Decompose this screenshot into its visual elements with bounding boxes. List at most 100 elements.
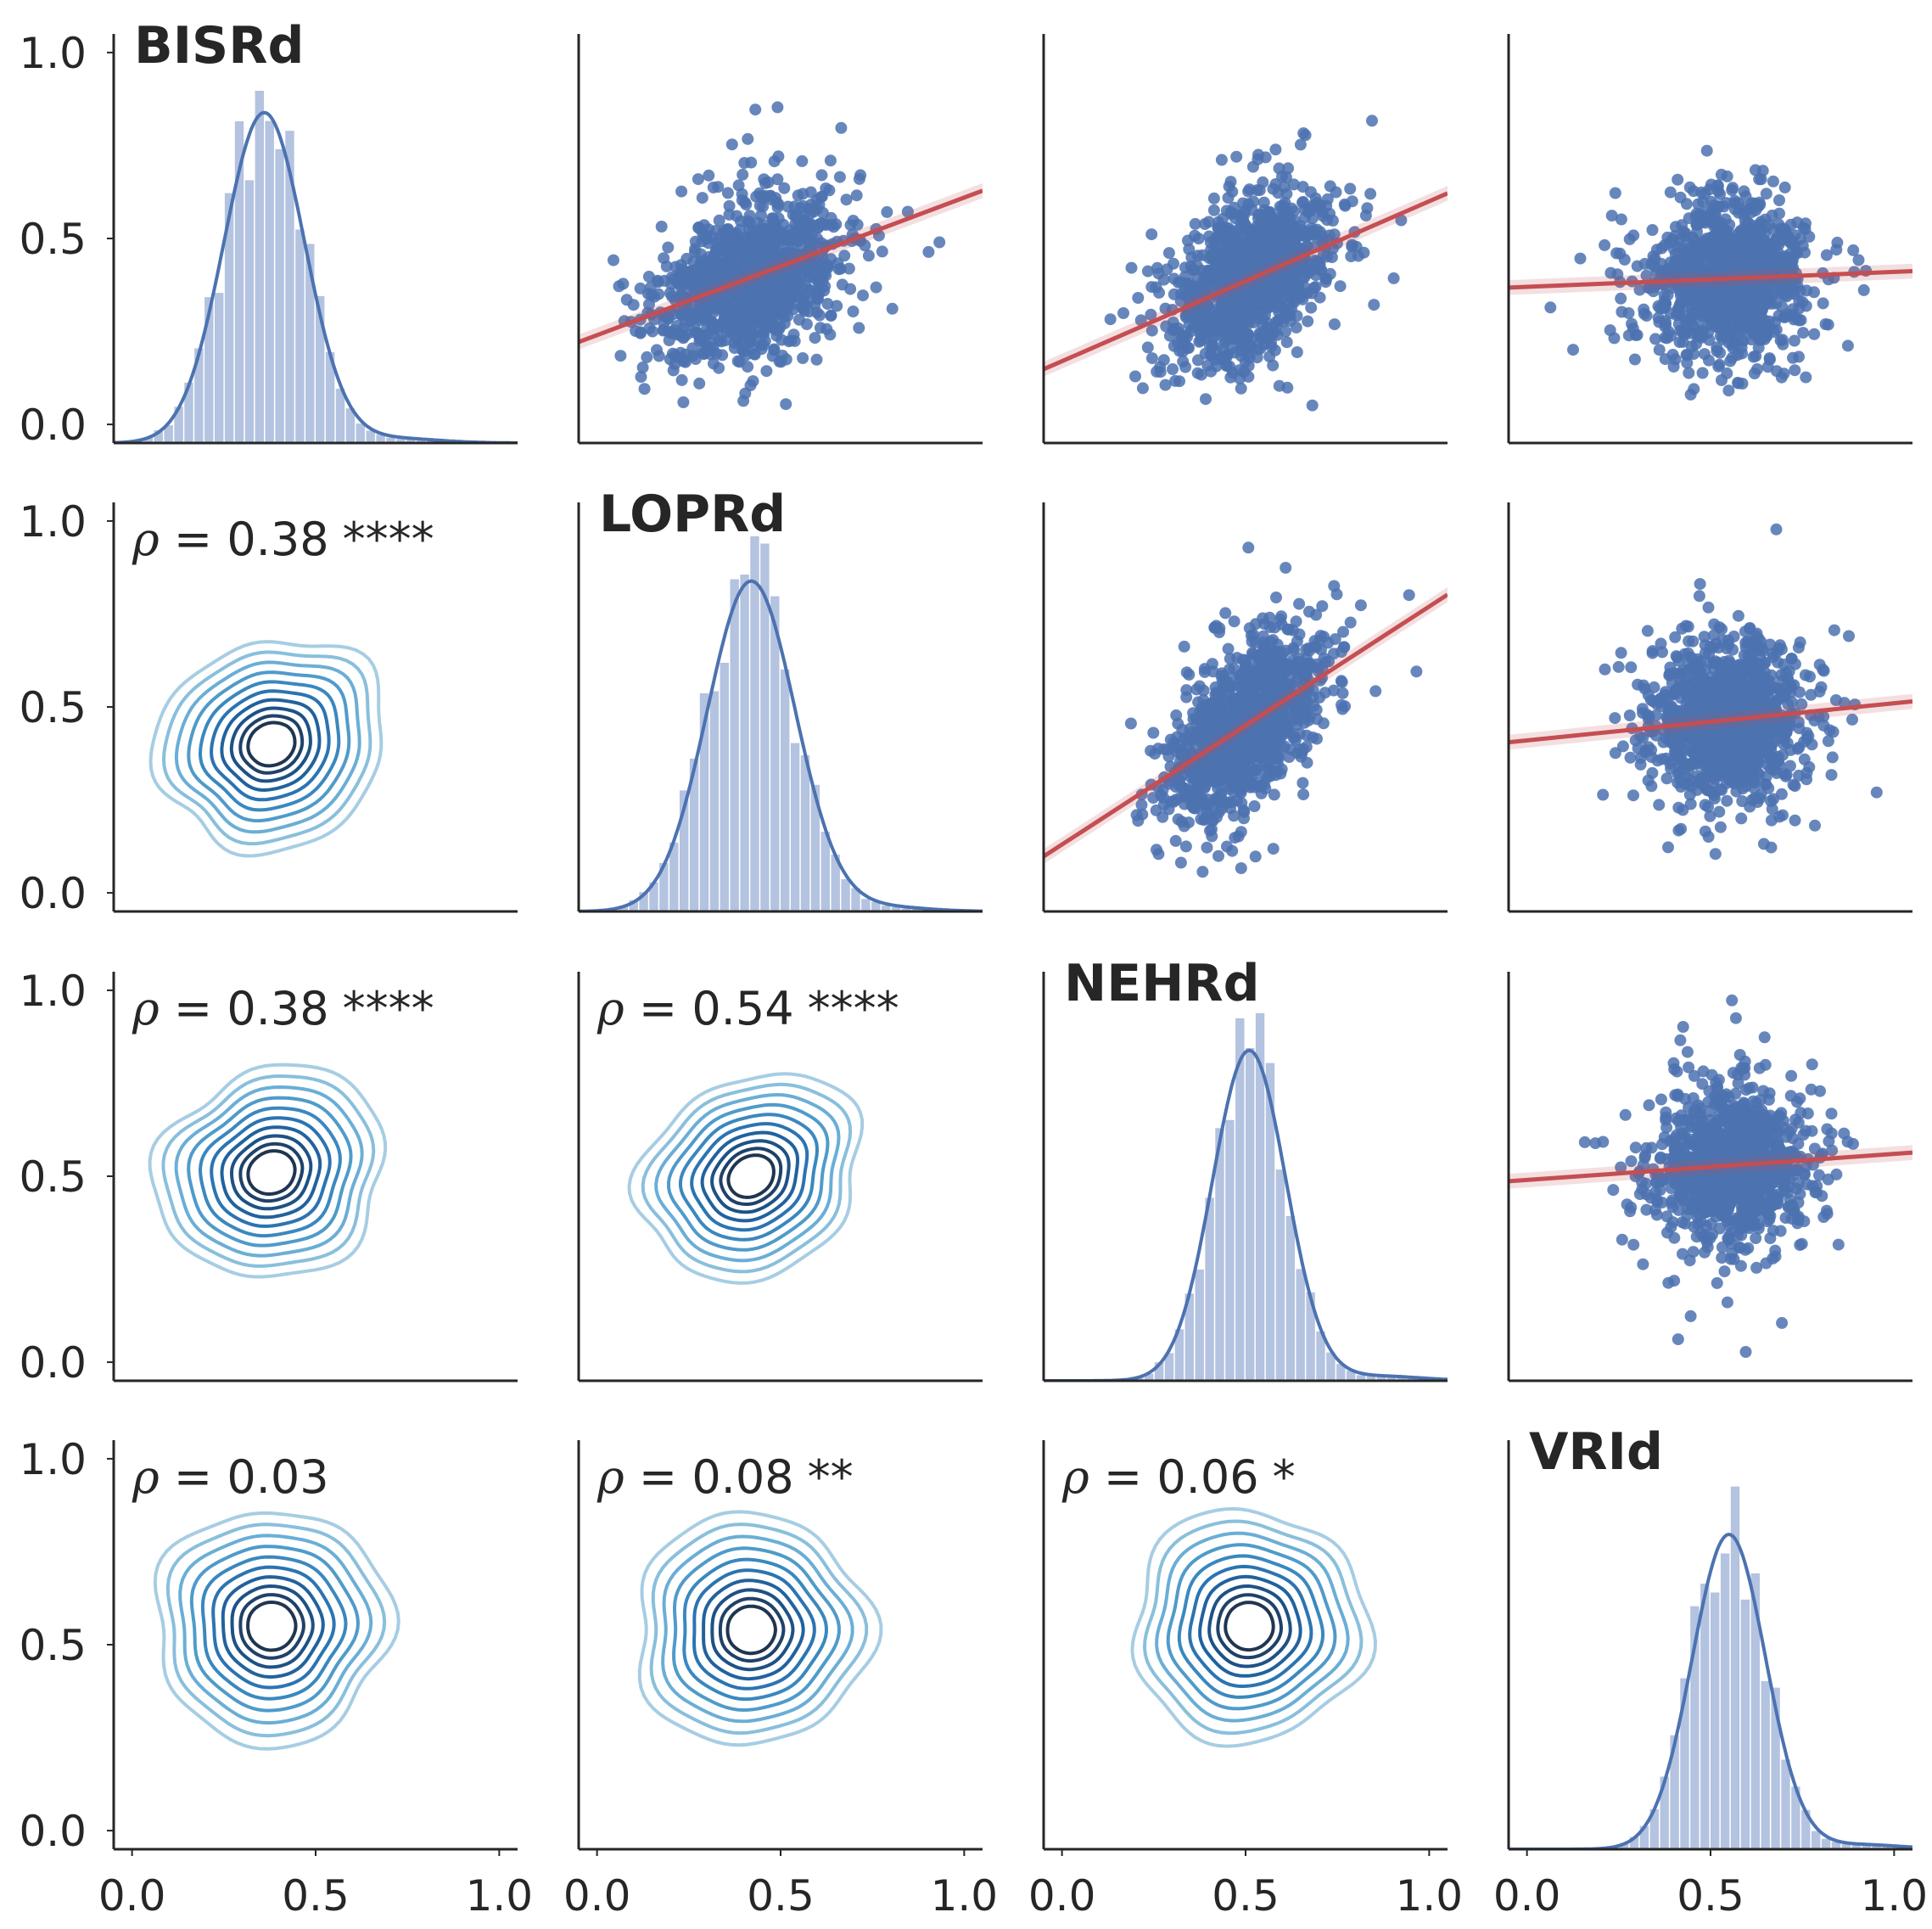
scatter-point [824, 154, 837, 167]
scatter-point [1623, 233, 1636, 245]
scatter-point [1188, 771, 1201, 783]
scatter-point [1252, 777, 1265, 789]
kde-contour [210, 689, 331, 802]
scatter-point [1151, 844, 1162, 856]
scatter-point [1301, 670, 1313, 682]
scatter-point [1672, 173, 1684, 186]
scatter-point [1604, 266, 1617, 279]
scatter-point [1254, 695, 1267, 708]
scatter-point [1129, 370, 1141, 383]
scatter-point [1183, 243, 1196, 255]
scatter-point [1660, 298, 1672, 310]
scatter-point [1758, 333, 1771, 345]
scatter-point [1243, 622, 1256, 635]
scatter-point [692, 173, 704, 186]
scatter-point [1179, 840, 1192, 853]
scatter-point [1268, 326, 1281, 339]
scatter-point [668, 324, 680, 337]
scatter-point [1773, 194, 1785, 206]
scatter-point [1228, 662, 1240, 675]
regression-line [1509, 269, 1912, 290]
y-tick-label: 0.5 [19, 215, 87, 264]
scatter-point [1754, 263, 1767, 276]
scatter-point [1240, 732, 1253, 744]
scatter-point [1664, 186, 1677, 199]
scatter-point [821, 298, 834, 310]
scatter-point [1213, 300, 1225, 313]
scatter-point [759, 334, 771, 347]
scatter-point [1124, 717, 1137, 730]
hist-bar [345, 408, 356, 443]
scatter-point [1628, 353, 1641, 366]
scatter-point [1328, 318, 1341, 331]
scatter-point [1296, 777, 1309, 789]
scatter-point [1267, 843, 1280, 855]
scatter-point [1709, 309, 1722, 322]
scatter-point [1315, 263, 1328, 276]
scatter-point [1235, 382, 1247, 395]
scatter-point [1180, 666, 1193, 679]
scatter-point [1219, 607, 1232, 620]
scatter-point [1675, 282, 1688, 294]
scatter-point [1270, 592, 1282, 603]
scatter-point [1696, 367, 1709, 379]
scatter-point [1354, 599, 1367, 612]
scatter-point [1270, 660, 1283, 673]
scatter-point [1230, 150, 1243, 163]
scatter-point [1762, 278, 1774, 291]
scatter-point [1306, 201, 1319, 214]
scatter-point [1245, 692, 1257, 704]
scatter-point [1597, 788, 1610, 801]
scatter-point [1207, 815, 1218, 827]
scatter-point [749, 104, 762, 116]
hist-bar [204, 297, 214, 443]
scatter-point [1775, 261, 1788, 274]
scatter-point [1751, 363, 1763, 375]
scatter-point [1141, 341, 1154, 354]
scatter-point [675, 277, 688, 289]
scatter-point [1145, 744, 1157, 757]
kde-contour [161, 650, 372, 846]
scatter-point [844, 283, 857, 295]
hist-bar [265, 121, 274, 443]
scatter-point [680, 348, 692, 361]
scatter-point [831, 300, 843, 312]
scatter-point [1290, 321, 1302, 334]
scatter-point [718, 314, 731, 327]
scatter-point [702, 223, 714, 236]
scatter-point [1190, 683, 1203, 696]
scatter-point [1678, 328, 1691, 340]
scatter-point [1714, 225, 1727, 238]
scatter-point [1208, 621, 1221, 634]
scatter-point [1248, 800, 1261, 812]
scatter-point [1647, 250, 1660, 262]
scatter-point [1298, 281, 1311, 294]
scatter-point [1191, 250, 1204, 262]
hist-bar [781, 669, 790, 911]
scatter-point [1202, 725, 1215, 737]
y-tick-label: 0.0 [19, 401, 87, 450]
scatter-point [1676, 262, 1688, 275]
scatter-point [1633, 283, 1646, 296]
scatter-point [1151, 365, 1163, 378]
scatter-point [1692, 218, 1705, 231]
kde-contour [220, 698, 322, 793]
scatter-point [1274, 200, 1286, 213]
hist-bar [659, 862, 669, 911]
panel-content [114, 90, 518, 443]
hist-bar [285, 131, 294, 443]
scatter-point [1217, 213, 1229, 225]
hist-bar [720, 662, 729, 911]
scatter-point [1808, 328, 1821, 340]
y-tick-label: 0.0 [19, 869, 87, 918]
scatter-point [1287, 178, 1300, 191]
scatter-point [1763, 352, 1776, 365]
scatter-point [742, 238, 754, 250]
scatter-point [1157, 792, 1170, 805]
panel-bisrd-vs-vrid [1507, 34, 1912, 445]
scatter-point [1794, 636, 1806, 648]
scatter-point [1267, 182, 1280, 195]
hist-bar [406, 440, 416, 443]
scatter-point [771, 101, 784, 114]
scatter-point [1173, 375, 1185, 388]
